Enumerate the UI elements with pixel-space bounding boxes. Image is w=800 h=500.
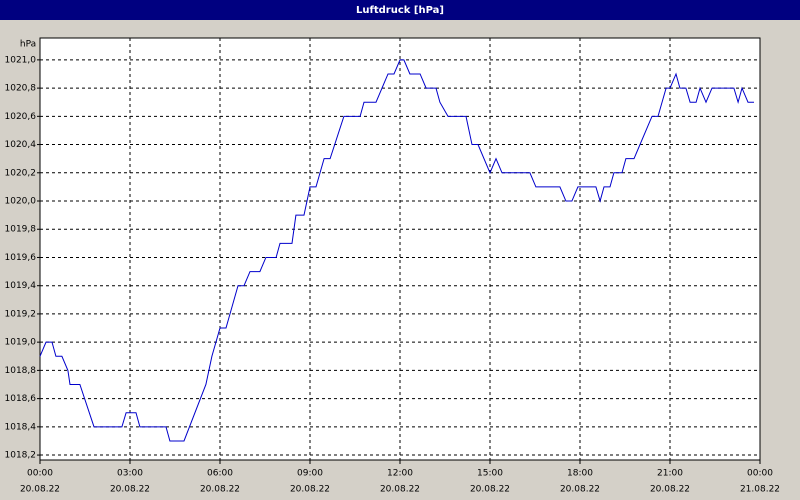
y-tick-label: 1020,0	[5, 197, 37, 207]
y-tick-label: 1018,8	[5, 366, 37, 376]
y-tick-label: 1020,4	[5, 140, 37, 150]
y-tick-label: 1019,6	[5, 253, 37, 263]
title-bar	[0, 0, 800, 20]
x-tick-date: 20.08.22	[380, 485, 420, 495]
y-tick-label: 1020,8	[5, 84, 37, 94]
y-tick-label: 1018,4	[5, 422, 37, 432]
x-tick-label: 12:00	[387, 469, 413, 479]
line-series	[39, 59, 754, 442]
x-tick-label: 15:00	[477, 469, 503, 479]
y-tick-label: 1018,6	[5, 394, 37, 404]
y-tick-label: 1020,6	[5, 112, 37, 122]
y-tick-label: 1019,0	[5, 338, 37, 348]
x-tick-label: 03:00	[117, 469, 143, 479]
x-tick-label: 21:00	[657, 469, 683, 479]
x-tick-label: 00:00	[747, 469, 773, 479]
x-tick-date: 20.08.22	[110, 485, 150, 495]
y-tick-label: 1019,2	[5, 309, 37, 319]
x-tick-date: 20.08.22	[650, 485, 690, 495]
x-tick-date: 20.08.22	[290, 485, 330, 495]
x-tick-date: 21.08.22	[740, 485, 780, 495]
chart-title: Luftdruck [hPa]	[356, 5, 444, 16]
x-tick-label: 09:00	[297, 469, 323, 479]
x-tick-date: 20.08.22	[560, 485, 600, 495]
y-tick-label: 1020,2	[5, 168, 37, 178]
x-tick-date: 20.08.22	[200, 485, 240, 495]
x-tick-date: 20.08.22	[20, 485, 60, 495]
x-tick-label: 18:00	[567, 469, 593, 479]
x-tick-label: 06:00	[207, 469, 233, 479]
y-tick-label: 1021,0	[5, 55, 37, 65]
y-tick-label: 1019,4	[5, 281, 37, 291]
y-tick-label: 1018,2	[5, 451, 37, 461]
x-tick-label: 00:00	[27, 469, 53, 479]
x-tick-date: 20.08.22	[470, 485, 510, 495]
y-tick-label: 1019,8	[5, 225, 37, 235]
y-unit: hPa	[20, 40, 36, 50]
